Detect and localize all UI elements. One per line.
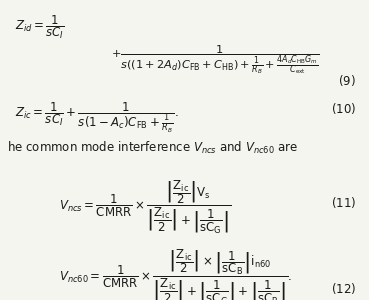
Text: $V_{ncs} = \dfrac{1}{\rm CMRR} \times \dfrac{\left|\dfrac{Z_{ic}}{2}\right| V_s}: $V_{ncs} = \dfrac{1}{\rm CMRR} \times \d… bbox=[59, 178, 231, 236]
Text: he common mode interference $V_{ncs}$ and $V_{nc60}$ are: he common mode interference $V_{ncs}$ an… bbox=[7, 140, 299, 156]
Text: $(10)$: $(10)$ bbox=[331, 100, 356, 116]
Text: $V_{nc60} = \dfrac{1}{\rm CMRR} \times \dfrac{\left|\dfrac{Z_{ic}}{2}\right| \ti: $V_{nc60} = \dfrac{1}{\rm CMRR} \times \… bbox=[59, 248, 293, 300]
Text: $(9)$: $(9)$ bbox=[338, 74, 356, 88]
Text: $(12)$: $(12)$ bbox=[331, 280, 356, 296]
Text: $Z_{ic} = \dfrac{1}{sC_I} + \dfrac{1}{s(1-A_c)C_{\rm FB}+\frac{1}{R_B}}.$: $Z_{ic} = \dfrac{1}{sC_I} + \dfrac{1}{s(… bbox=[15, 100, 179, 135]
Text: $+ \dfrac{1}{s((1+2A_d)C_{\rm FB}+C_{\rm HB})+\frac{1}{R_B}+\frac{4A_d C_{\rm HB: $+ \dfrac{1}{s((1+2A_d)C_{\rm FB}+C_{\rm… bbox=[111, 44, 320, 76]
Text: $Z_{id} = \dfrac{1}{sC_I}$: $Z_{id} = \dfrac{1}{sC_I}$ bbox=[15, 14, 65, 41]
Text: $(11)$: $(11)$ bbox=[331, 195, 356, 210]
